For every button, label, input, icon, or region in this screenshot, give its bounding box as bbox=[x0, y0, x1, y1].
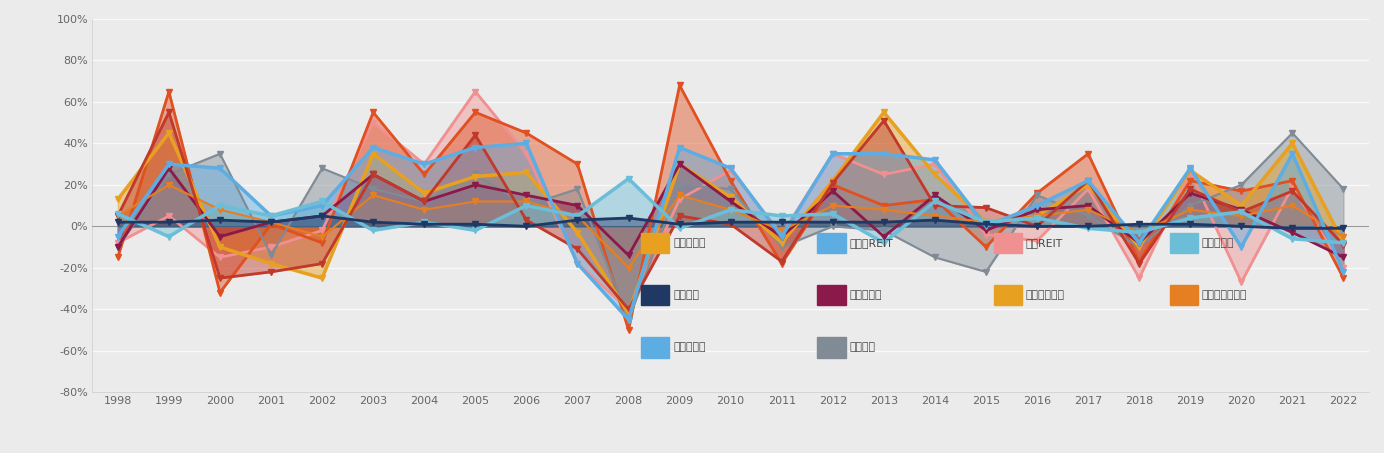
FancyBboxPatch shape bbox=[641, 285, 670, 305]
FancyBboxPatch shape bbox=[641, 232, 670, 253]
Text: 先進国REIT: 先進国REIT bbox=[850, 238, 893, 248]
FancyBboxPatch shape bbox=[1169, 285, 1199, 305]
Text: 先進国株式: 先進国株式 bbox=[673, 238, 706, 248]
Text: 国内REIT: 国内REIT bbox=[1026, 238, 1063, 248]
Text: 新興国株式: 新興国株式 bbox=[850, 290, 882, 300]
FancyBboxPatch shape bbox=[994, 285, 1021, 305]
FancyBboxPatch shape bbox=[1169, 232, 1199, 253]
FancyBboxPatch shape bbox=[641, 337, 670, 357]
Text: コモディティ: コモディティ bbox=[1026, 290, 1064, 300]
FancyBboxPatch shape bbox=[818, 337, 846, 357]
FancyBboxPatch shape bbox=[818, 232, 846, 253]
FancyBboxPatch shape bbox=[818, 285, 846, 305]
Text: 国内株式: 国内株式 bbox=[673, 290, 699, 300]
FancyBboxPatch shape bbox=[994, 232, 1021, 253]
Text: 国内債券: 国内債券 bbox=[850, 342, 876, 352]
Text: 先進国債券: 先進国債券 bbox=[1201, 238, 1235, 248]
Text: 新興国債券: 新興国債券 bbox=[673, 342, 706, 352]
Text: オルタナティブ: オルタナティブ bbox=[1201, 290, 1247, 300]
